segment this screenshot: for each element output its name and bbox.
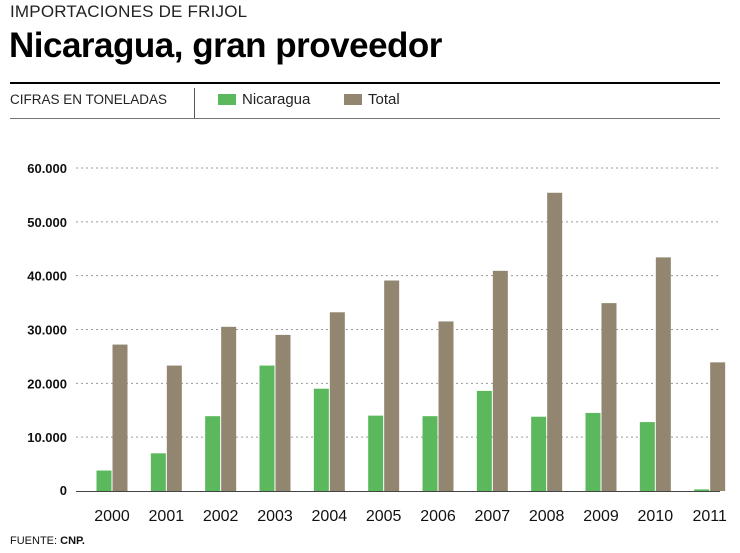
source-note: FUENTE: CNP. bbox=[10, 535, 85, 547]
source-label: FUENTE: bbox=[10, 535, 58, 547]
bar-total-2009 bbox=[601, 303, 617, 491]
bar-total-2011 bbox=[710, 362, 726, 491]
units-label: CIFRAS EN TONELADAS bbox=[10, 92, 168, 107]
y-tick-label: 20.000 bbox=[27, 376, 67, 391]
legend-swatch-total bbox=[344, 94, 362, 105]
x-tick-label: 2006 bbox=[420, 508, 456, 525]
bar-total-2007 bbox=[492, 270, 508, 491]
bar-nicaragua-2006 bbox=[422, 416, 438, 491]
y-tick-label: 0 bbox=[60, 483, 67, 498]
bar-total-2000 bbox=[112, 344, 128, 491]
source-value: CNP. bbox=[60, 535, 85, 547]
x-tick-label: 2011 bbox=[692, 508, 727, 525]
bar-total-2008 bbox=[547, 192, 563, 491]
y-tick-label: 60.000 bbox=[27, 161, 67, 176]
bar-total-2004 bbox=[329, 312, 345, 491]
legend-label-total: Total bbox=[368, 91, 400, 108]
bar-nicaragua-2011 bbox=[694, 489, 710, 491]
bar-nicaragua-2000 bbox=[96, 470, 112, 491]
bar-total-2010 bbox=[655, 257, 671, 491]
bar-nicaragua-2005 bbox=[368, 415, 384, 491]
bar-nicaragua-2002 bbox=[205, 416, 221, 491]
legend-swatch-nicaragua bbox=[218, 94, 236, 105]
bar-nicaragua-2010 bbox=[639, 422, 655, 491]
x-tick-label: 2008 bbox=[529, 508, 565, 525]
bar-total-2002 bbox=[221, 326, 237, 491]
x-tick-label: 2000 bbox=[94, 508, 130, 525]
bar-total-2001 bbox=[166, 365, 182, 491]
x-tick-label: 2007 bbox=[475, 508, 511, 525]
legend-bar: CIFRAS EN TONELADAS Nicaragua Total bbox=[10, 82, 720, 119]
legend-label-nicaragua: Nicaragua bbox=[242, 91, 311, 108]
x-tick-label: 2005 bbox=[366, 508, 402, 525]
y-axis-ticks: 0 10.000 20.000 30.000 40.000 50.000 60.000 bbox=[27, 161, 67, 498]
bar-nicaragua-2008 bbox=[531, 416, 547, 491]
x-tick-label: 2010 bbox=[638, 508, 674, 525]
x-tick-label: 2002 bbox=[203, 508, 239, 525]
x-tick-label: 2003 bbox=[257, 508, 293, 525]
y-tick-label: 50.000 bbox=[27, 215, 67, 230]
bar-total-2005 bbox=[384, 280, 400, 491]
x-tick-label: 2001 bbox=[149, 508, 185, 525]
chart-kicker: IMPORTACIONES DE FRIJOL bbox=[10, 2, 248, 21]
legend-item-total: Total bbox=[344, 91, 400, 108]
bar-nicaragua-2009 bbox=[585, 412, 601, 491]
bar-nicaragua-2003 bbox=[259, 365, 275, 491]
bar-total-2006 bbox=[438, 321, 454, 491]
x-axis-ticks: 2000 2001 2002 2003 2004 2005 2006 2007 2008 2009… bbox=[94, 508, 727, 525]
chart-title: Nicaragua, gran proveedor bbox=[9, 26, 442, 65]
bar-nicaragua-2007 bbox=[476, 390, 492, 491]
legend-item-nicaragua: Nicaragua bbox=[218, 91, 310, 108]
y-tick-label: 40.000 bbox=[27, 269, 67, 284]
bar-total-2003 bbox=[275, 334, 291, 491]
bars bbox=[96, 192, 726, 491]
x-tick-label: 2009 bbox=[583, 508, 619, 525]
y-tick-label: 30.000 bbox=[27, 323, 67, 338]
y-tick-label: 10.000 bbox=[27, 430, 67, 445]
legend-divider bbox=[194, 88, 195, 118]
bar-nicaragua-2004 bbox=[313, 388, 329, 491]
bar-nicaragua-2001 bbox=[150, 453, 166, 491]
x-tick-label: 2004 bbox=[312, 508, 348, 525]
